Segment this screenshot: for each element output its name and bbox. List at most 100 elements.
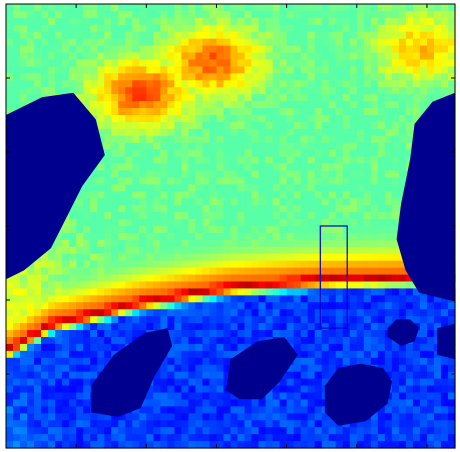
heatmap-cell xyxy=(181,357,190,366)
heatmap-cell xyxy=(377,108,386,116)
heatmap-cell xyxy=(293,38,302,47)
heatmap-cell xyxy=(328,288,337,296)
heatmap-cell xyxy=(433,38,442,47)
heatmap-cell xyxy=(328,316,337,324)
heatmap-cell xyxy=(335,142,344,151)
heatmap-cell xyxy=(188,441,197,449)
heatmap-cell xyxy=(132,38,140,47)
heatmap-cell xyxy=(419,59,428,68)
heatmap-cell xyxy=(433,309,442,317)
heatmap-cell xyxy=(160,38,168,47)
heatmap-cell xyxy=(335,239,344,248)
heatmap-cell xyxy=(398,434,407,442)
heatmap-cell xyxy=(279,274,288,283)
heatmap-cell xyxy=(377,142,386,151)
heatmap-cell xyxy=(258,108,267,116)
heatmap-cell xyxy=(391,31,400,40)
heatmap-cell xyxy=(209,330,218,338)
heatmap-cell xyxy=(314,4,323,12)
heatmap-cell xyxy=(265,427,274,435)
heatmap-cell xyxy=(363,31,372,40)
heatmap-cell xyxy=(139,17,147,26)
heatmap-cell xyxy=(48,66,56,74)
heatmap-cell xyxy=(13,281,21,290)
heatmap-cell xyxy=(440,10,449,19)
heatmap-cell xyxy=(83,94,91,102)
heatmap-cell xyxy=(314,17,323,26)
heatmap-cell xyxy=(230,142,239,151)
heatmap-cell xyxy=(195,10,204,19)
heatmap-cell xyxy=(342,31,351,40)
heatmap-cell xyxy=(293,399,302,407)
heatmap-cell xyxy=(398,149,407,158)
heatmap-cell xyxy=(55,427,63,435)
heatmap-cell xyxy=(76,198,84,206)
heatmap-cell xyxy=(174,267,182,276)
heatmap-cell xyxy=(195,59,204,68)
heatmap-cell xyxy=(139,170,147,179)
heatmap-cell xyxy=(370,302,379,310)
heatmap-cell xyxy=(41,87,49,95)
heatmap-cell xyxy=(391,45,400,54)
heatmap-cell xyxy=(272,239,281,248)
heatmap-cell xyxy=(440,427,449,435)
heatmap-cell xyxy=(55,316,63,324)
heatmap-cell xyxy=(377,115,386,123)
heatmap-cell xyxy=(34,420,42,428)
heatmap-cell xyxy=(104,66,112,74)
heatmap-cell xyxy=(258,260,267,269)
heatmap-cell xyxy=(398,59,407,68)
heatmap-cell xyxy=(69,38,77,47)
heatmap-cell xyxy=(160,427,168,435)
heatmap-cell xyxy=(272,163,281,172)
heatmap-cell xyxy=(377,343,386,352)
heatmap-cell xyxy=(321,101,330,109)
heatmap-cell xyxy=(223,288,232,296)
heatmap-cell xyxy=(55,392,63,401)
heatmap-cell xyxy=(370,191,379,199)
heatmap-cell xyxy=(97,343,105,352)
heatmap-cell xyxy=(258,406,267,414)
heatmap-cell xyxy=(335,87,344,95)
heatmap-cell xyxy=(83,87,91,95)
heatmap-cell xyxy=(356,267,365,276)
heatmap-cell xyxy=(83,385,91,394)
heatmap-cell xyxy=(104,31,112,40)
heatmap-cell xyxy=(223,330,232,338)
heatmap-cell xyxy=(181,163,190,172)
heatmap-cell xyxy=(398,170,407,179)
heatmap-cell xyxy=(251,288,260,296)
heatmap-cell xyxy=(195,177,204,185)
heatmap-cell xyxy=(111,87,119,95)
heatmap-cell xyxy=(153,434,161,442)
heatmap-cell xyxy=(447,385,456,394)
heatmap-cell xyxy=(328,212,337,220)
heatmap-cell xyxy=(405,378,414,387)
heatmap-cell xyxy=(13,59,21,68)
heatmap-cell xyxy=(279,330,288,338)
heatmap-cell xyxy=(440,434,449,442)
heatmap-cell xyxy=(97,163,105,172)
heatmap-cell xyxy=(97,205,105,213)
heatmap-cell xyxy=(356,330,365,338)
heatmap-cell xyxy=(279,52,288,61)
heatmap-cell xyxy=(146,274,154,283)
heatmap-cell xyxy=(195,142,204,151)
heatmap-cell xyxy=(160,135,168,144)
heatmap-cell xyxy=(356,226,365,234)
heatmap-cell xyxy=(335,45,344,54)
heatmap-cell xyxy=(293,87,302,95)
heatmap-cell xyxy=(146,246,154,255)
heatmap-cell xyxy=(384,246,393,255)
heatmap-cell xyxy=(405,441,414,449)
heatmap-cell xyxy=(300,128,309,137)
heatmap-cell xyxy=(188,52,197,61)
heatmap-cell xyxy=(202,406,211,414)
heatmap-cell xyxy=(27,59,35,68)
heatmap-cell xyxy=(286,253,295,262)
heatmap-cell xyxy=(440,4,449,12)
heatmap-cell xyxy=(370,337,379,345)
heatmap-cell xyxy=(307,232,316,241)
heatmap-cell xyxy=(69,45,77,54)
heatmap-cell xyxy=(146,198,154,206)
